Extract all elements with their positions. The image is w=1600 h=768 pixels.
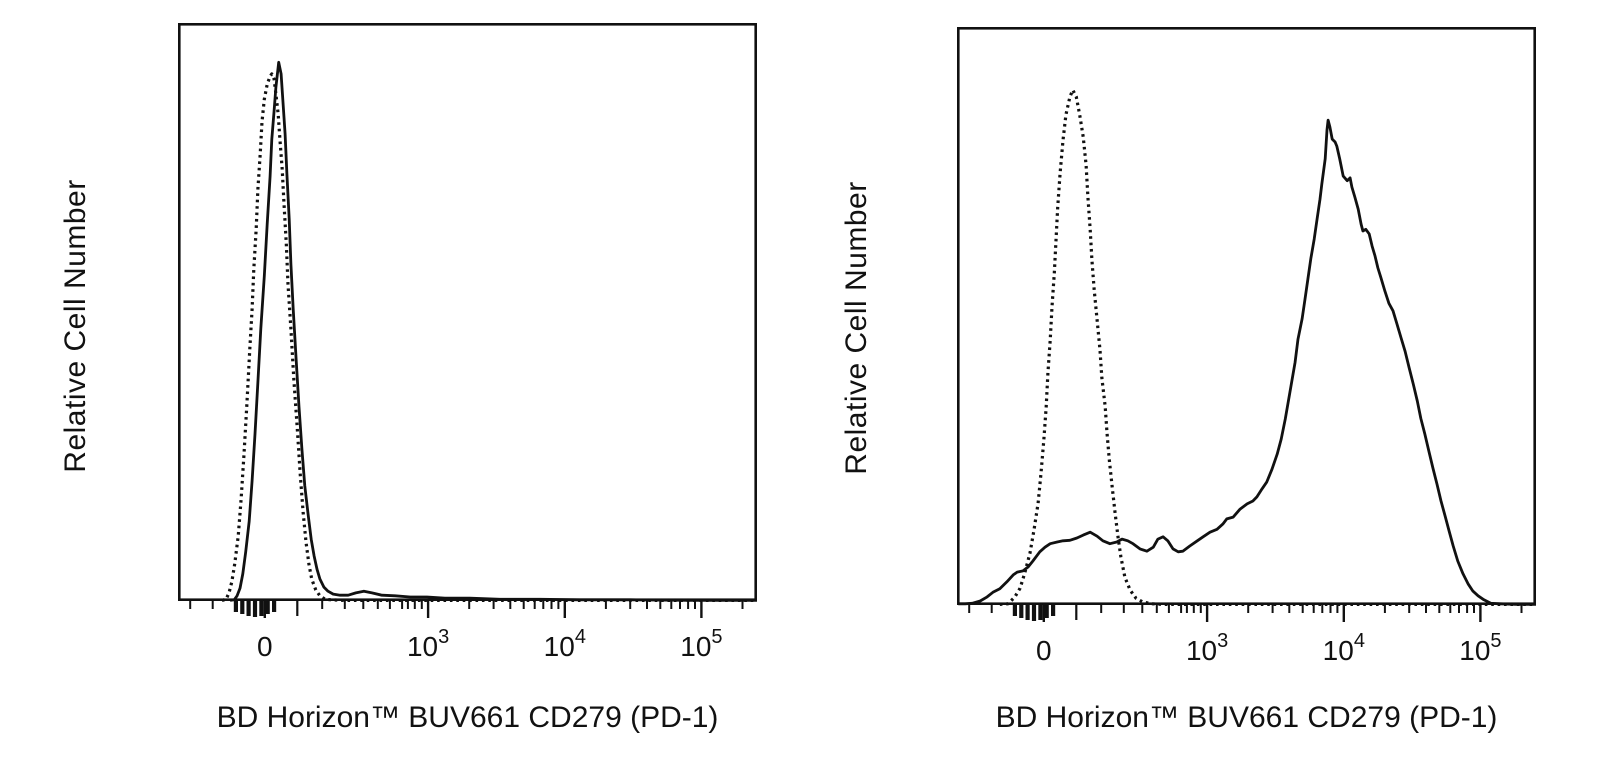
histogram-plot-right: 0 103 104 105 — [956, 26, 1537, 666]
histogram-curve-stained-solid — [229, 60, 757, 602]
x-axis-tick-label: 104 — [1323, 630, 1365, 666]
x-axis-title-right: BD Horizon™ BUV661 CD279 (PD-1) — [995, 701, 1498, 734]
plot-border — [956, 26, 1537, 606]
x-axis-tick-label: 105 — [1459, 630, 1501, 666]
histogram-curve-control-dotted — [221, 72, 757, 602]
x-axis-tick-label: 0 — [1036, 635, 1052, 666]
y-axis-title-left: Relative Cell Number — [59, 179, 92, 473]
plot-border — [177, 22, 758, 602]
histogram-curve-stained-solid — [958, 118, 1536, 606]
x-axis-title-left: BD Horizon™ BUV661 CD279 (PD-1) — [216, 701, 719, 734]
histogram-curve-control-dotted — [999, 88, 1536, 606]
x-axis-tick-label: 104 — [544, 626, 586, 662]
x-axis-tick-label: 103 — [1186, 630, 1228, 666]
histogram-plot-left: 0 103 104 105 — [177, 22, 758, 662]
x-axis-tick-label: 103 — [407, 626, 449, 662]
y-axis-title-right: Relative Cell Number — [840, 181, 873, 475]
x-axis-tick-label: 105 — [680, 626, 722, 662]
x-axis-tick-label: 0 — [257, 631, 273, 662]
